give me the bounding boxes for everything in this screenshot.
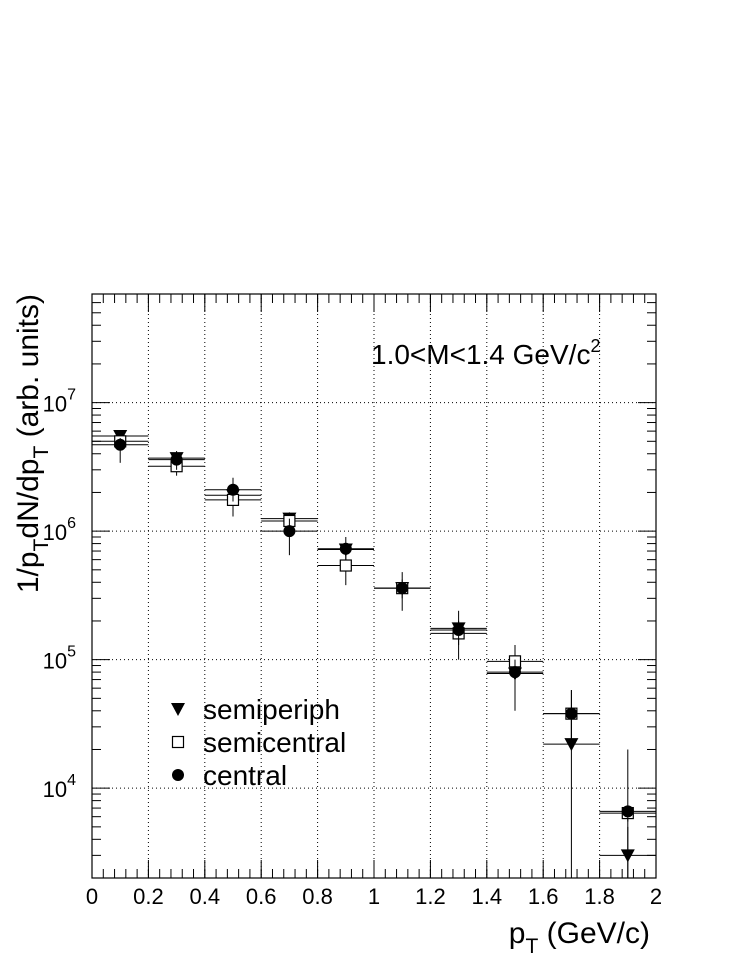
y-tick-labels: 104 105 106 107: [43, 387, 76, 803]
data-point: [564, 738, 579, 752]
annotation-mass-range: 1.0<M<1.4 GeV/c2: [371, 336, 600, 370]
data-point: [114, 438, 127, 451]
legend-marker: [171, 703, 185, 716]
x-axis-title: pT (GeV/c): [509, 917, 650, 958]
x-tick-label: 0.4: [190, 884, 221, 909]
legend-label: semicentral: [203, 727, 346, 758]
legend-label: semiperiph: [203, 694, 340, 725]
x-tick-label: 2: [650, 884, 662, 909]
legend-entry-semiperiph: semiperiph: [171, 694, 340, 725]
x-tick-label: 1.2: [415, 884, 446, 909]
data-point: [396, 582, 409, 595]
data-point: [565, 707, 578, 720]
data-point: [170, 453, 183, 466]
y-tick-label: 106: [43, 515, 76, 545]
y-tick-label: 105: [43, 644, 76, 674]
y-tick-label: 104: [43, 772, 76, 802]
grid-lines: [92, 294, 656, 878]
data-point: [283, 525, 296, 538]
data-point: [452, 624, 465, 637]
data-point: [509, 666, 521, 679]
legend-marker: [172, 769, 184, 781]
data-point: [339, 542, 352, 555]
x-tick-label: 1.6: [528, 884, 559, 909]
axis-ticks: [91, 293, 657, 879]
data-series: [92, 429, 656, 878]
x-tick-label: 1.4: [472, 884, 503, 909]
y-tick-label: 107: [43, 387, 76, 417]
x-tick-label: 0.6: [246, 884, 277, 909]
legend-entry-central: central: [172, 760, 287, 791]
legend-label: central: [203, 760, 287, 791]
x-tick-label: 0: [86, 884, 98, 909]
data-point: [227, 483, 239, 496]
legend-entry-semicentral: semicentral: [171, 727, 346, 758]
x-tick-label: 0.8: [302, 884, 333, 909]
series-central: [92, 438, 656, 878]
data-point: [339, 559, 352, 572]
x-tick-label: 1: [368, 884, 380, 909]
legend-marker: [171, 735, 185, 749]
y-axis-title: 1/pTdN/dpT (arb. units): [12, 294, 53, 593]
x-tick-labels: 0 0.2 0.4 0.6 0.8 1 1.2 1.4 1.6 1.8 2: [86, 884, 662, 909]
x-tick-label: 1.8: [584, 884, 615, 909]
x-tick-label: 0.2: [133, 884, 164, 909]
data-point: [621, 805, 634, 818]
